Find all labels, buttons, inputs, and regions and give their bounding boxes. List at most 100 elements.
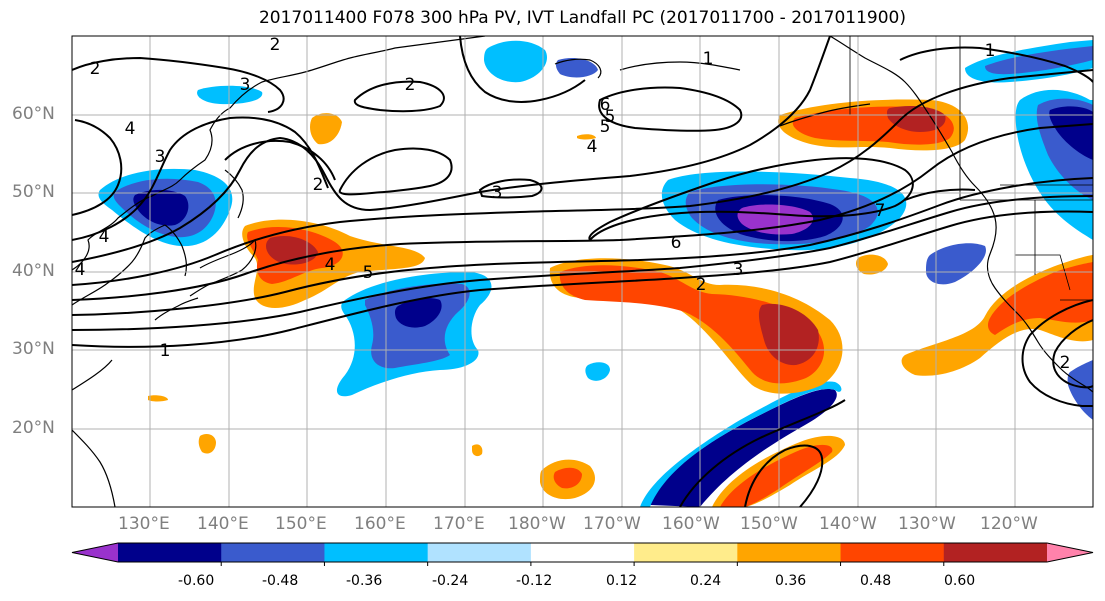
- lon-label: 140°E: [197, 514, 249, 534]
- map-title: 2017011400 F078 300 hPa PV, IVT Landfall…: [258, 8, 906, 28]
- contour-19: [679, 399, 846, 507]
- shade-p-small5: [198, 434, 216, 454]
- contour-15: [598, 86, 743, 132]
- lat-label: 40°N: [12, 261, 55, 281]
- colorbar-extend-high: [1047, 543, 1093, 562]
- contour-label: 7: [875, 201, 886, 221]
- colorbar-extend-low: [72, 543, 118, 562]
- colorbar-swatch: [118, 543, 222, 562]
- contour-label: 6: [671, 233, 682, 253]
- contour-label: 2: [90, 59, 101, 79]
- shade-n-japan-3: [133, 189, 189, 226]
- lon-label: 170°W: [583, 514, 641, 534]
- colorbar-swatch: [737, 543, 842, 562]
- contour-6: [72, 36, 831, 263]
- contour-label: 4: [75, 260, 86, 280]
- shade-n-topright-2: [985, 46, 1093, 75]
- colorbar-tick-label: -0.12: [516, 573, 553, 589]
- shade-n-small1: [197, 85, 263, 105]
- shade-p-small8: [577, 134, 596, 140]
- lat-label: 30°N: [12, 339, 55, 359]
- colorbar-swatch: [840, 543, 945, 562]
- lon-label: 160°E: [354, 514, 406, 534]
- colorbar-tick-label: 0.36: [775, 573, 807, 589]
- lon-label: 130°E: [118, 514, 170, 534]
- contour-21: [224, 139, 336, 181]
- shade-p-small6: [148, 395, 168, 402]
- contour-11: [478, 178, 543, 199]
- shade-p-gulf-3: [886, 106, 946, 132]
- colorbar: [71, 542, 1094, 566]
- colorbar-tick-label: -0.48: [262, 573, 299, 589]
- contour-16: [899, 46, 1093, 83]
- contour-label: 5: [363, 263, 374, 283]
- contour-label: 2: [313, 175, 324, 195]
- contour-label: 4: [587, 137, 598, 157]
- colorbar-swatch: [221, 543, 325, 562]
- contour-label: 3: [733, 260, 744, 280]
- lat-label: 50°N: [12, 182, 55, 202]
- contour-label: 2: [270, 35, 281, 55]
- shade-n-nepac-3: [1049, 106, 1093, 160]
- lon-label: 120°W: [980, 514, 1038, 534]
- contour-20: [744, 444, 824, 507]
- contour-13: [353, 80, 445, 113]
- contour-label: 2: [405, 75, 416, 95]
- shade-p-subtrop-2: [720, 444, 833, 507]
- lon-label: 180°W: [508, 514, 566, 534]
- contour-label: 6: [600, 95, 611, 115]
- contour-12: [72, 56, 285, 113]
- contour-label: 1: [703, 49, 714, 69]
- contour-9: [588, 157, 914, 242]
- contour-label: 1: [160, 341, 171, 361]
- shade-p-small3: [553, 467, 582, 489]
- lon-label: 170°E: [433, 514, 485, 534]
- contour-label: 4: [125, 119, 136, 139]
- shade-n-topmid: [484, 40, 548, 83]
- contour-2: [72, 195, 1093, 331]
- colorbar-tick-label: -0.60: [178, 573, 215, 589]
- contour-17: [1021, 299, 1093, 407]
- shade-p-central-2: [559, 265, 825, 384]
- shade-n-pacific-3: [394, 298, 442, 328]
- contour-label-group: 2 2 2 3 4 3 2 4 5 6 5 4 3 6 3 2 1 4 5 4 …: [75, 35, 1071, 373]
- pv-contours: [72, 36, 1093, 507]
- contour-label: 3: [155, 147, 166, 167]
- shade-p-calif-2: [987, 262, 1093, 335]
- lon-label: 150°E: [275, 514, 327, 534]
- contour-label: 2: [1060, 353, 1071, 373]
- colorbar-tick-label: 0.12: [606, 573, 638, 589]
- shade-p-small4: [856, 254, 888, 275]
- shade-p-small1: [310, 113, 342, 145]
- contour-label: 5: [600, 117, 611, 137]
- contour-label: 4: [325, 255, 336, 275]
- contour-4: [72, 123, 1093, 301]
- colorbar-tick-label: -0.24: [432, 573, 469, 589]
- lon-label: 150°W: [740, 514, 798, 534]
- graticule: [72, 36, 1093, 507]
- lat-label: 20°N: [12, 418, 55, 438]
- political-borders: [849, 36, 1093, 301]
- contour-8: [72, 119, 123, 216]
- lon-label: 140°W: [819, 514, 877, 534]
- colorbar-swatch: [634, 543, 738, 562]
- contour-label: 5: [605, 107, 616, 127]
- shade-n-small3: [585, 362, 610, 381]
- lon-label: 130°W: [898, 514, 956, 534]
- colorbar-tick-label: 0.48: [860, 573, 892, 589]
- contour-label: 2: [696, 275, 707, 295]
- colorbar-tick-label: -0.36: [346, 573, 383, 589]
- shade-n-small2: [925, 243, 986, 285]
- contour-label: 1: [985, 41, 996, 61]
- contour-label: 3: [240, 75, 251, 95]
- colorbar-outline: [71, 542, 1094, 563]
- contour-label: 3: [492, 183, 503, 203]
- contour-5: [72, 69, 1093, 286]
- contour-label: 4: [99, 227, 110, 247]
- colorbar-swatch: [530, 543, 635, 562]
- shade-p-small7: [472, 444, 483, 457]
- contour-10: [338, 147, 453, 196]
- colorbar-swatch: [427, 543, 532, 562]
- colorbar-tick-label: 0.60: [944, 573, 976, 589]
- colorbar-swatch: [943, 543, 1048, 562]
